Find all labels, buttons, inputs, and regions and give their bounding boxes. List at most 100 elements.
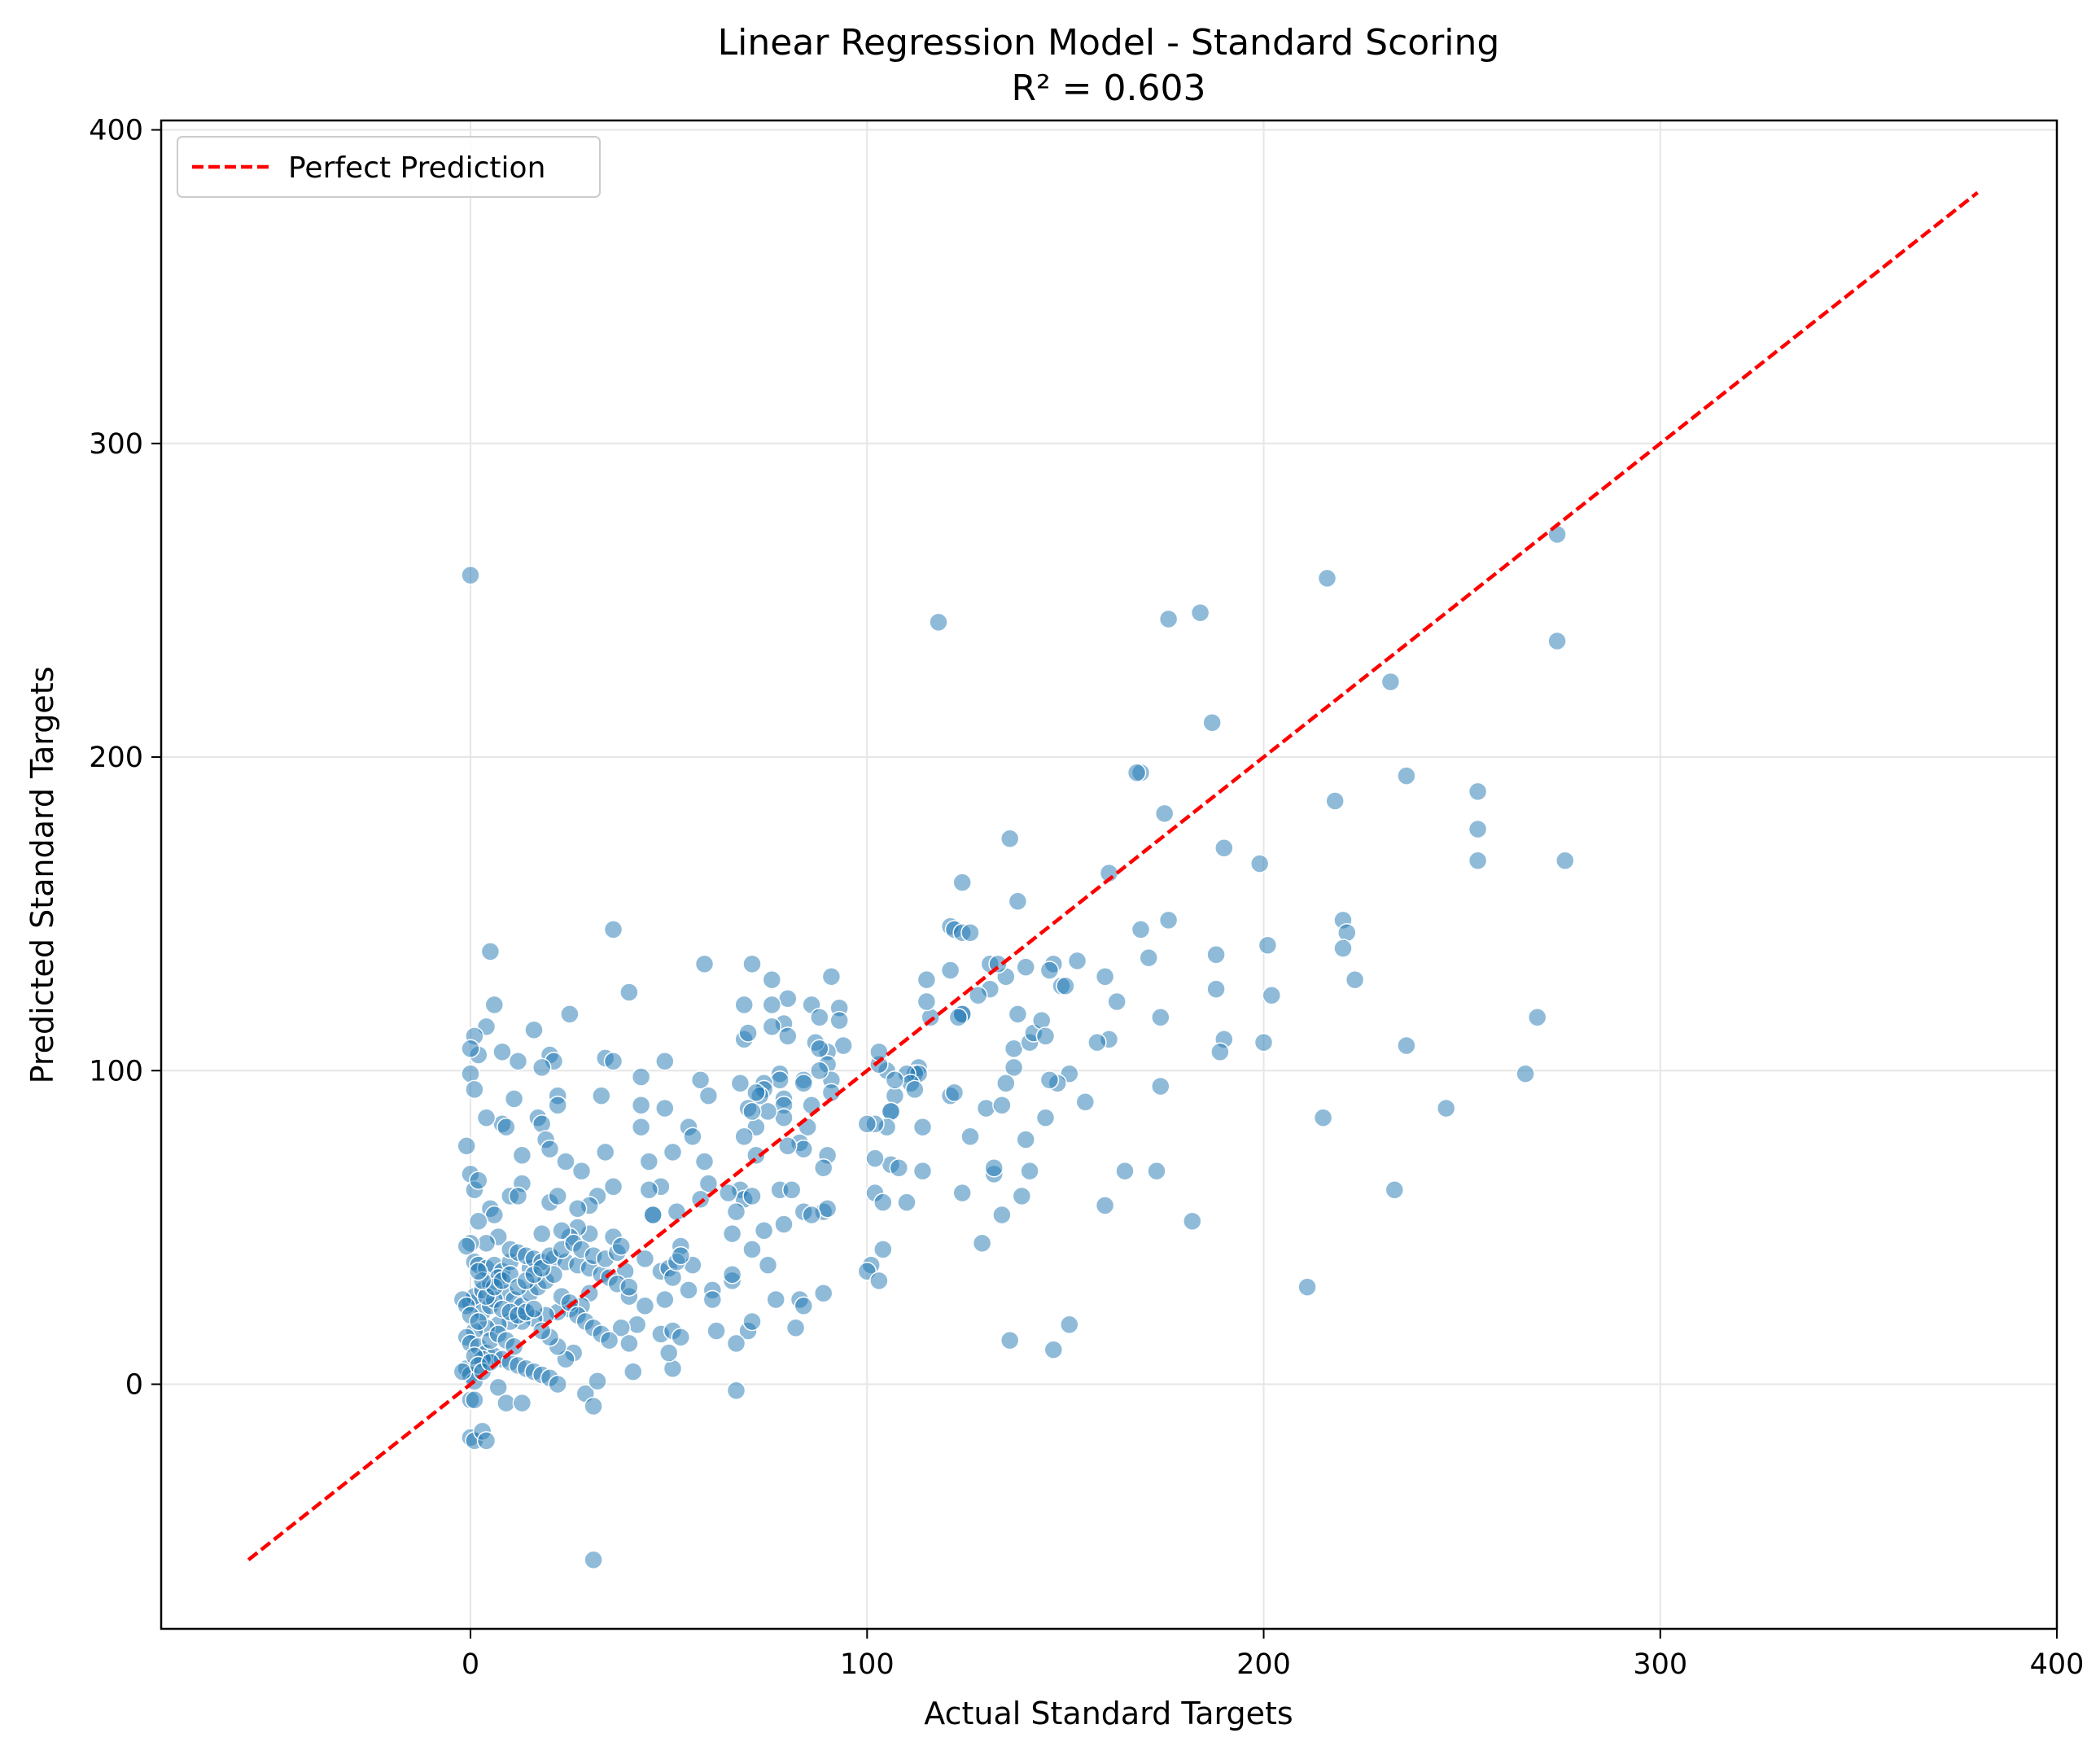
data-point xyxy=(1555,851,1575,870)
data-point xyxy=(1000,1330,1020,1350)
data-point xyxy=(1206,944,1226,965)
data-point xyxy=(778,1136,798,1156)
data-point xyxy=(742,1186,762,1206)
data-point xyxy=(778,1026,798,1046)
data-point xyxy=(457,1136,476,1156)
data-point xyxy=(1262,986,1282,1005)
data-point xyxy=(508,1186,528,1206)
data-point xyxy=(497,1117,516,1137)
data-point xyxy=(631,1067,651,1087)
data-point xyxy=(655,1098,675,1118)
data-point xyxy=(758,1255,778,1275)
data-point xyxy=(584,1550,603,1569)
data-point xyxy=(623,1362,643,1381)
y-tick-label: 300 xyxy=(89,428,143,461)
data-point xyxy=(976,1098,996,1118)
data-point xyxy=(671,1245,691,1266)
data-point xyxy=(635,1249,655,1269)
data-point xyxy=(548,1374,567,1394)
legend-label: Perfect Prediction xyxy=(288,151,545,185)
data-point xyxy=(1016,1130,1035,1149)
data-point xyxy=(742,1101,762,1122)
data-point xyxy=(1075,1092,1096,1112)
data-point xyxy=(469,1311,488,1332)
data-point xyxy=(683,1127,702,1146)
data-point xyxy=(778,988,798,1009)
data-point xyxy=(702,1289,723,1310)
data-point xyxy=(762,1017,782,1037)
data-point xyxy=(960,1127,980,1146)
data-point xyxy=(584,1396,603,1416)
data-point xyxy=(667,1201,687,1222)
data-point xyxy=(817,1199,838,1219)
data-point xyxy=(611,1236,631,1256)
data-point xyxy=(1151,1076,1170,1096)
data-point xyxy=(484,1205,505,1225)
data-point xyxy=(1202,712,1222,733)
data-point xyxy=(794,1073,814,1093)
data-point xyxy=(1139,948,1158,968)
data-point xyxy=(1317,568,1337,589)
data-point xyxy=(833,1035,853,1056)
x-tick-label: 100 xyxy=(840,1648,895,1681)
data-point xyxy=(881,1101,901,1122)
data-point xyxy=(929,612,948,632)
data-point xyxy=(1158,609,1179,629)
plot-frame xyxy=(160,119,2058,1630)
data-points xyxy=(453,524,1575,1569)
data-point xyxy=(781,1179,802,1200)
data-point xyxy=(560,1004,580,1024)
data-point xyxy=(1008,1004,1028,1024)
data-point xyxy=(457,1236,476,1256)
data-point xyxy=(1345,969,1365,990)
data-point xyxy=(865,1149,885,1168)
data-point xyxy=(897,1193,917,1212)
data-point xyxy=(497,1393,516,1413)
chart-subtitle: R² = 0.603 xyxy=(1011,68,1205,109)
data-point xyxy=(469,1262,488,1281)
data-point xyxy=(1012,1186,1032,1206)
data-point xyxy=(1249,854,1270,873)
data-point xyxy=(548,1186,567,1206)
data-point xyxy=(1043,1340,1064,1359)
data-point xyxy=(1206,979,1226,999)
data-point xyxy=(524,1299,544,1319)
data-point xyxy=(1151,1008,1170,1027)
data-point xyxy=(1067,951,1087,971)
data-point xyxy=(469,1171,488,1190)
data-point xyxy=(996,1073,1016,1093)
data-point xyxy=(722,1264,742,1285)
data-point xyxy=(921,1008,940,1027)
data-point xyxy=(1107,991,1127,1012)
data-point xyxy=(453,1362,473,1381)
data-point xyxy=(762,995,782,1015)
data-point xyxy=(512,1145,532,1166)
y-tick-label: 200 xyxy=(89,742,143,774)
data-point xyxy=(754,1220,774,1241)
data-point xyxy=(952,1183,972,1203)
data-point xyxy=(810,1061,829,1081)
data-point xyxy=(461,565,480,585)
data-point xyxy=(476,1108,497,1127)
data-point xyxy=(465,1390,484,1410)
data-point xyxy=(532,1057,552,1078)
data-point xyxy=(690,1189,711,1209)
data-point xyxy=(730,1073,750,1093)
data-point xyxy=(810,1008,829,1027)
data-point xyxy=(1210,1042,1230,1061)
data-point xyxy=(869,1042,889,1061)
data-point xyxy=(1214,838,1234,858)
data-point xyxy=(774,1108,794,1127)
data-point xyxy=(952,873,972,892)
data-point xyxy=(802,1205,821,1225)
data-point xyxy=(742,1311,762,1332)
data-point xyxy=(912,1161,933,1181)
data-point xyxy=(1131,920,1151,939)
data-point xyxy=(813,1284,833,1303)
data-point xyxy=(774,1214,794,1234)
data-point xyxy=(1147,1161,1166,1181)
data-point xyxy=(492,1042,512,1061)
data-point xyxy=(1436,1098,1456,1118)
data-point xyxy=(1004,1039,1024,1059)
data-point xyxy=(889,1158,909,1178)
